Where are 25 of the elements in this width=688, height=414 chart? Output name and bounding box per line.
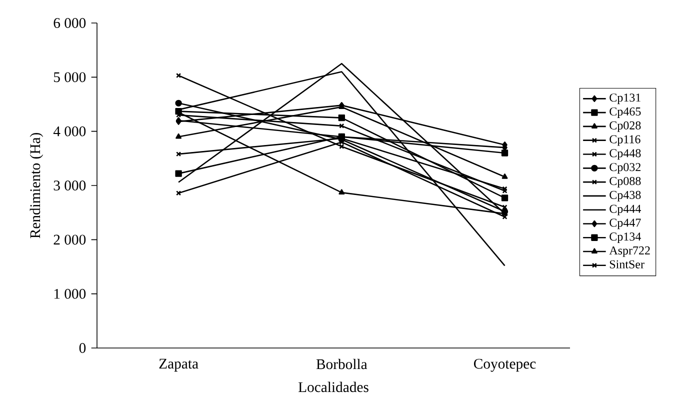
x-tick-label: Borbolla xyxy=(316,358,368,370)
legend-label: Cp131 xyxy=(610,94,640,104)
legend-label: Cp448 xyxy=(610,149,641,160)
legend-label: Cp444 xyxy=(610,204,641,216)
legend-label: Aspr722 xyxy=(609,246,650,257)
y-tick-label: 0 xyxy=(79,343,86,353)
legend-label: Cp032 xyxy=(610,163,640,174)
legend-label: Cp465 xyxy=(610,107,641,118)
legend-label: Cp438 xyxy=(610,190,641,202)
x-axis-title: Localidades xyxy=(298,382,368,392)
legend-label: Cp447 xyxy=(610,218,641,230)
legend-label: Cp088 xyxy=(610,176,641,188)
x-tick-label: Coyotepec xyxy=(474,358,536,372)
y-tick-label: 1 000 xyxy=(54,288,86,299)
y-tick-label: 6 000 xyxy=(54,18,86,28)
y-tick-label: 4 000 xyxy=(53,126,86,136)
y-tick-label: 3 000 xyxy=(54,180,86,190)
legend-label: Cp134 xyxy=(610,232,641,244)
y-axis-title: Rendimiento (Ha) xyxy=(30,132,44,238)
y-tick-label: 2 000 xyxy=(54,234,86,245)
legend-label: SintSer xyxy=(610,260,644,268)
legend-label: Cp116 xyxy=(610,135,640,146)
y-tick-label: 5 000 xyxy=(54,72,86,82)
legend-label: Cp028 xyxy=(610,121,641,132)
x-tick-label: Zapata xyxy=(159,358,198,372)
